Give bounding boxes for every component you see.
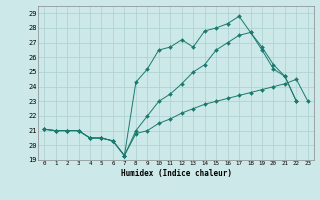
- X-axis label: Humidex (Indice chaleur): Humidex (Indice chaleur): [121, 169, 231, 178]
